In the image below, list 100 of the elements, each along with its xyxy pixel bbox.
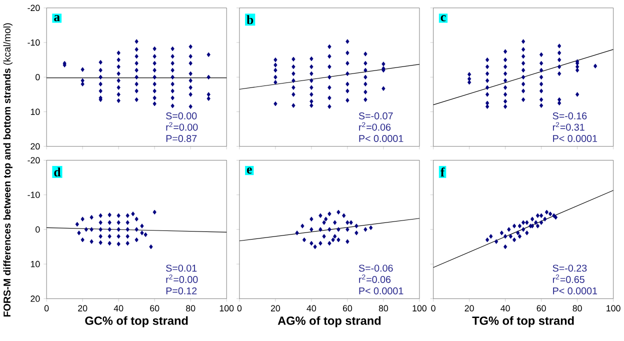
- point: [485, 64, 490, 70]
- x-tick-label: 60: [342, 305, 352, 312]
- point: [80, 67, 84, 72]
- point: [302, 237, 306, 242]
- point: [557, 44, 562, 48]
- point: [134, 39, 138, 44]
- point: [98, 240, 102, 245]
- point: [116, 57, 120, 62]
- point: [170, 82, 174, 86]
- point: [116, 234, 120, 239]
- point: [140, 224, 144, 228]
- point: [346, 98, 350, 103]
- point: [188, 54, 192, 59]
- annotation: S=0.00: [166, 112, 197, 120]
- point: [336, 237, 340, 242]
- x-tick-label: 60: [536, 305, 546, 312]
- point: [364, 82, 368, 86]
- point: [349, 220, 353, 225]
- point: [521, 46, 526, 52]
- point: [521, 220, 526, 225]
- point: [90, 226, 94, 232]
- point: [328, 54, 332, 59]
- point: [539, 220, 544, 225]
- point: [346, 50, 350, 56]
- point: [188, 60, 192, 66]
- y-tick-label: 0: [36, 226, 40, 232]
- point: [521, 54, 526, 59]
- point: [310, 216, 314, 222]
- point: [152, 46, 156, 52]
- annotation: r$^{2}$=0.00: [166, 122, 198, 131]
- x-tick-label: 20: [78, 305, 88, 312]
- x-tick-label: 60: [150, 305, 160, 312]
- chart-title: c: [440, 15, 446, 22]
- point: [131, 211, 135, 216]
- point: [354, 224, 358, 228]
- point: [206, 96, 210, 101]
- point: [310, 71, 314, 76]
- point: [295, 230, 299, 236]
- point: [536, 224, 540, 228]
- y-tick-label: -10: [28, 192, 40, 198]
- point: [170, 46, 174, 52]
- point: [503, 85, 508, 90]
- point: [292, 71, 296, 76]
- point: [521, 97, 526, 102]
- point: [503, 98, 508, 104]
- annotation: r$^{2}$=0.06: [359, 274, 391, 283]
- point: [364, 226, 368, 232]
- point: [328, 85, 332, 90]
- point: [310, 85, 314, 90]
- point: [134, 97, 138, 102]
- chart-title: d: [54, 167, 61, 176]
- y-tick-label: 10: [30, 260, 40, 268]
- point: [333, 234, 337, 239]
- chart-title: f: [440, 167, 445, 176]
- point: [274, 101, 278, 106]
- annotation: P< 0.0001: [553, 134, 598, 142]
- x-tick-label: 20: [270, 305, 280, 312]
- point: [543, 216, 547, 222]
- point: [274, 74, 278, 80]
- point: [80, 78, 84, 83]
- point: [80, 216, 84, 222]
- point: [539, 74, 544, 80]
- annotation: S=-0.07: [358, 112, 393, 120]
- point: [539, 213, 544, 218]
- chart-title: a: [54, 15, 60, 22]
- x-tick-label: 80: [378, 305, 388, 312]
- point: [557, 71, 562, 76]
- x-tick-label: 0: [44, 305, 49, 312]
- point: [521, 68, 526, 72]
- point: [485, 85, 490, 90]
- annotation: P=0.12: [166, 287, 197, 294]
- point: [98, 234, 102, 239]
- x-tick-label: 40: [306, 305, 316, 312]
- point: [525, 230, 529, 236]
- point: [557, 100, 562, 106]
- point: [98, 213, 102, 218]
- point: [134, 74, 138, 80]
- point: [108, 212, 112, 218]
- point: [144, 232, 148, 237]
- x-axis-title: AG% of top strand: [278, 316, 381, 328]
- point: [346, 239, 350, 244]
- point: [134, 226, 138, 232]
- point: [485, 71, 490, 76]
- point: [503, 234, 508, 239]
- point: [530, 216, 534, 222]
- point: [364, 51, 368, 56]
- point: [512, 237, 516, 242]
- point: [489, 234, 493, 239]
- point: [98, 226, 102, 232]
- point: [152, 68, 156, 72]
- point: [503, 244, 508, 250]
- point: [525, 220, 529, 225]
- point: [328, 64, 332, 70]
- point: [539, 52, 544, 57]
- point: [134, 60, 138, 66]
- point: [318, 240, 322, 246]
- point: [507, 226, 511, 232]
- point: [188, 78, 192, 83]
- point: [152, 60, 156, 66]
- point: [318, 226, 322, 232]
